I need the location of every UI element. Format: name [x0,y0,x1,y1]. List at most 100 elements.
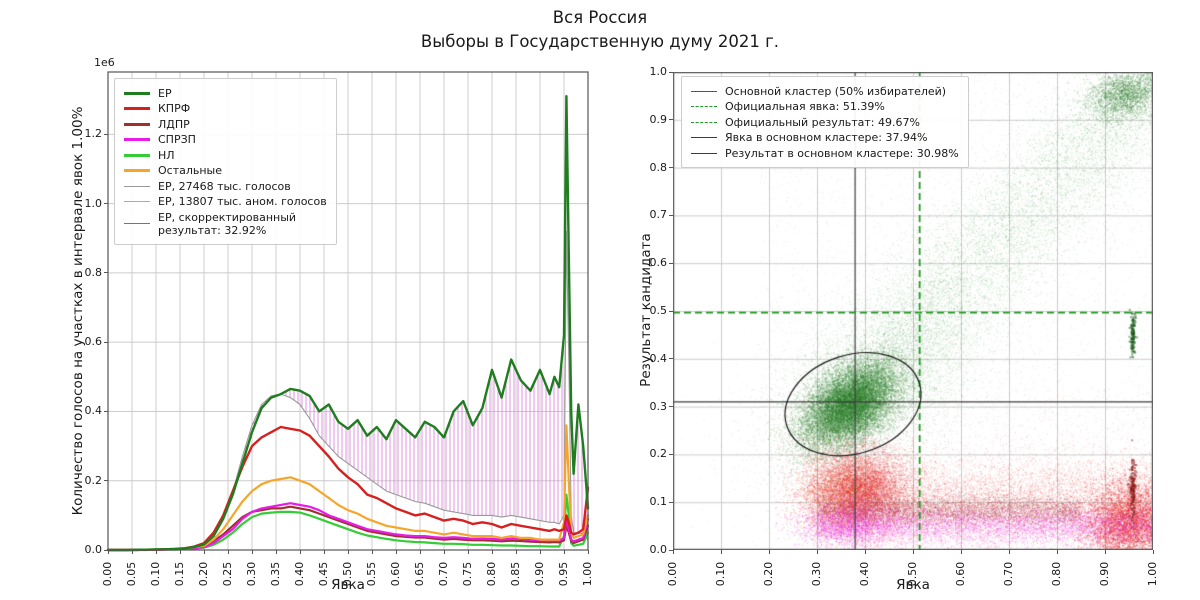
hist-xtick-label: 0.05 [125,561,138,587]
scatter-legend-label: Основной кластер (50% избирателей) [725,84,947,98]
hist-legend-swatch [124,153,150,157]
scatter-ytick-label: 0.1 [649,495,668,509]
hist-xtick-mark [539,550,541,554]
scatter-xtick-label: 0.80 [1050,561,1063,587]
scatter-xtick-label: 0.00 [666,561,679,587]
hist-legend-item: ЕР, 13807 тыс. аном. голосов [124,195,327,208]
hist-xtick-mark [491,550,493,554]
hist-xtick-label: 0.55 [365,561,378,587]
hist-xtick-mark [419,550,421,554]
hist-ytick-mark [104,133,108,135]
hist-xtick-mark [179,550,181,554]
hist-legend-item: ЛДПР [124,118,327,131]
scatter-legend-item: Официальный результат: 49.67% [691,116,959,129]
hist-xtick-mark [227,550,229,554]
hist-xtick-label: 0.35 [269,561,282,587]
scatter-legend-swatch [691,106,717,107]
scatter-xlabel: Явка [896,577,930,593]
hist-xtick-label: 0.70 [437,561,450,587]
hist-xtick-label: 0.60 [389,561,402,587]
hist-xtick-mark [275,550,277,554]
scatter-xtick-label: 1.00 [1146,561,1159,587]
scatter-xtick-label: 0.70 [1002,561,1015,587]
scatter-ytick-mark [669,358,673,360]
scatter-xtick-label: 0.60 [954,561,967,587]
hist-ytick-label: 0.0 [84,543,103,556]
scatter-ytick-label: 0.3 [649,399,668,413]
histogram-legend: ЕР КПРФ ЛДПР СПРЗП НЛ Остальные ЕР, 27468 тыс.… [114,78,337,245]
hist-ytick-label: 1.0 [84,196,103,210]
scatter-xtick-label: 0.90 [1098,561,1111,587]
scatter-xtick-label: 0.10 [714,561,727,587]
scatter-ytick-mark [669,71,673,73]
scatter-legend-swatch [691,152,717,154]
hist-legend-swatch [124,185,150,187]
hist-xtick-label: 0.40 [293,561,306,587]
hist-xtick-mark [587,550,589,554]
scatter-ytick-label: 0.7 [649,208,668,222]
hist-legend-swatch [124,91,150,95]
hist-anomalous-votes-area [232,96,589,540]
hist-xtick-label: 0.75 [461,561,474,587]
scatter-ytick-label: 1.0 [649,65,668,78]
scatter-xtick-mark [960,550,962,554]
scatter-xtick-label: 0.20 [762,561,775,587]
scatter-ytick-mark [669,167,673,169]
histogram-xlabel: Явка [331,577,365,593]
scatter-xtick-mark [1104,550,1106,554]
hist-legend-swatch [124,169,150,172]
hist-legend-label: ЕР, скорректированный результат: 32.92% [158,210,297,237]
scatter-ytick-label: 0.5 [649,304,668,317]
scatter-ytick-label: 0.8 [649,160,668,174]
hist-xtick-label: 0.45 [317,561,330,587]
scatter-ytick-mark [669,453,673,455]
scatter-legend-label: Официальный результат: 49.67% [725,115,920,129]
hist-legend-label: СПРЗП [158,133,196,146]
hist-xtick-mark [155,550,157,554]
hist-xtick-mark [299,550,301,554]
hist-ytick-label: 0.2 [84,473,103,487]
scatter-xtick-label: 0.50 [906,561,919,587]
scatter-ytick-mark [669,310,673,312]
scatter-ytick-mark [669,119,673,121]
hist-xtick-mark [443,550,445,554]
hist-legend-swatch [124,122,150,126]
scatter-legend-swatch [691,137,717,138]
hist-xtick-label: 0.20 [197,561,210,587]
hist-ytick-mark [104,549,108,551]
hist-xtick-label: 0.30 [245,561,258,587]
scatter-ytick-mark [669,406,673,408]
hist-legend-swatch [124,201,150,202]
hist-xtick-label: 0.65 [413,561,426,587]
hist-series-er-line [106,95,590,552]
scatter-ytick-label: 0.6 [649,256,668,270]
scatter-xtick-mark [1152,550,1154,554]
hist-xtick-label: 0.95 [557,561,570,587]
scatter-xtick-label: 0.40 [858,561,871,587]
hist-legend-label: ЕР, 13807 тыс. аном. голосов [158,195,327,208]
scatter-xtick-mark [1008,550,1010,554]
hist-legend-label: Остальные [158,164,223,177]
hist-xtick-mark [563,550,565,554]
scatter-xtick-mark [768,550,770,554]
hist-legend-swatch [124,107,150,110]
hist-ytick-mark [104,341,108,343]
hist-ytick-label: 1.2 [84,127,103,141]
hist-ytick-label: 0.4 [84,404,103,418]
scatter-ytick-mark [669,501,673,503]
scatter-xtick-mark [816,550,818,554]
scatter-legend-label: Результат в основном кластере: 30.98% [725,146,959,160]
hist-legend-swatch [124,138,150,141]
hist-xtick-mark [323,550,325,554]
hist-ytick-mark [104,480,108,482]
hist-xtick-mark [107,550,109,554]
hist-xtick-label: 0.00 [101,561,114,587]
hist-xtick-label: 0.80 [485,561,498,587]
hist-xtick-label: 0.10 [149,561,162,587]
scatter-legend: Основной кластер (50% избирателей) Официа… [681,76,969,168]
figure-title: Вся Россия Выборы в Государственную думу… [0,6,1200,54]
hist-xtick-mark [251,550,253,554]
scatter-legend-label: Явка в основном кластере: 37.94% [725,131,928,144]
scatter-legend-item: Основной кластер (50% избирателей) [691,85,959,98]
